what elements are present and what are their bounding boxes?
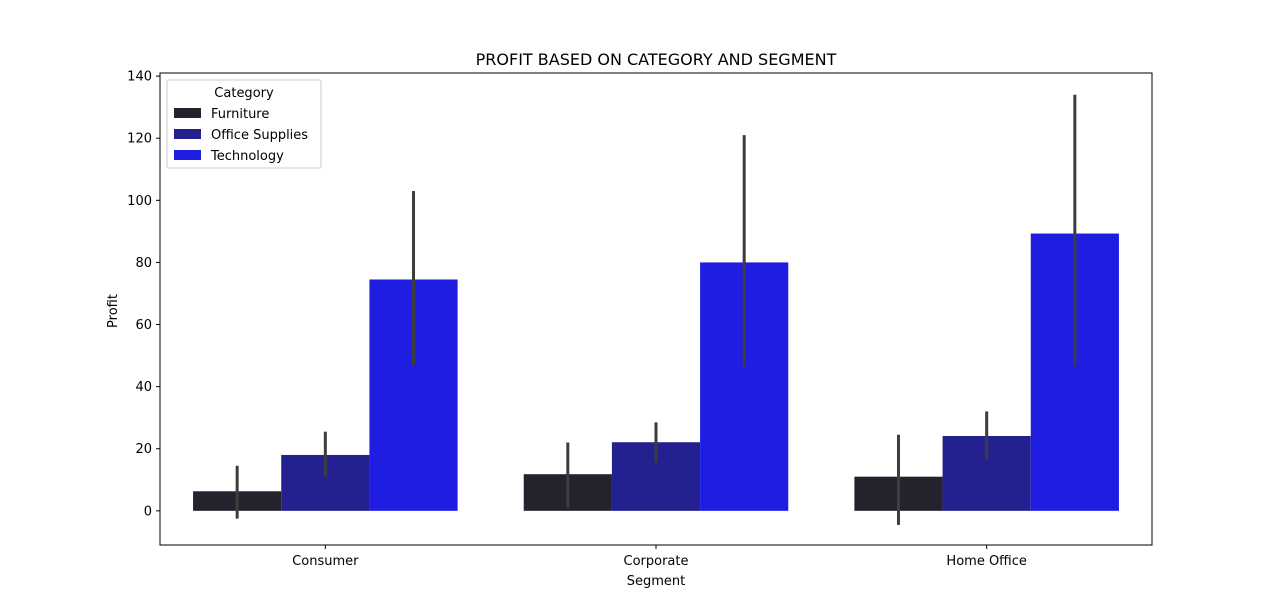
y-tick-label: 100: [127, 194, 152, 209]
y-tick-label: 60: [135, 318, 152, 333]
plot-area: [193, 94, 1119, 525]
legend-box: [166, 79, 322, 169]
legend-label: Furniture: [211, 107, 269, 122]
y-tick-label: 120: [127, 132, 152, 147]
legend-title: Category: [214, 86, 274, 101]
legend-label: Office Supplies: [211, 128, 308, 143]
chart-title: PROFIT BASED ON CATEGORY AND SEGMENT: [476, 50, 837, 69]
y-tick-label: 140: [127, 70, 152, 85]
legend-label: Technology: [210, 149, 284, 164]
y-tick-label: 0: [144, 504, 152, 519]
x-tick-label: Home Office: [946, 554, 1026, 569]
legend: Category Furniture Office Supplies Technol…: [166, 79, 322, 169]
y-tick-label: 20: [135, 442, 152, 457]
x-axis-label: Segment: [627, 574, 686, 589]
x-tick-label: Corporate: [624, 554, 689, 569]
x-tick-label: Consumer: [292, 554, 359, 569]
y-tick-label: 80: [135, 256, 152, 271]
legend-swatch: [174, 150, 201, 160]
legend-swatch: [174, 108, 201, 118]
x-axis: Consumer Corporate Home Office: [292, 545, 1027, 569]
y-axis: 0 20 40 60 80 100 120 140: [127, 70, 160, 519]
y-tick-label: 40: [135, 380, 152, 395]
y-axis-label: Profit: [106, 294, 121, 328]
legend-swatch: [174, 129, 201, 139]
